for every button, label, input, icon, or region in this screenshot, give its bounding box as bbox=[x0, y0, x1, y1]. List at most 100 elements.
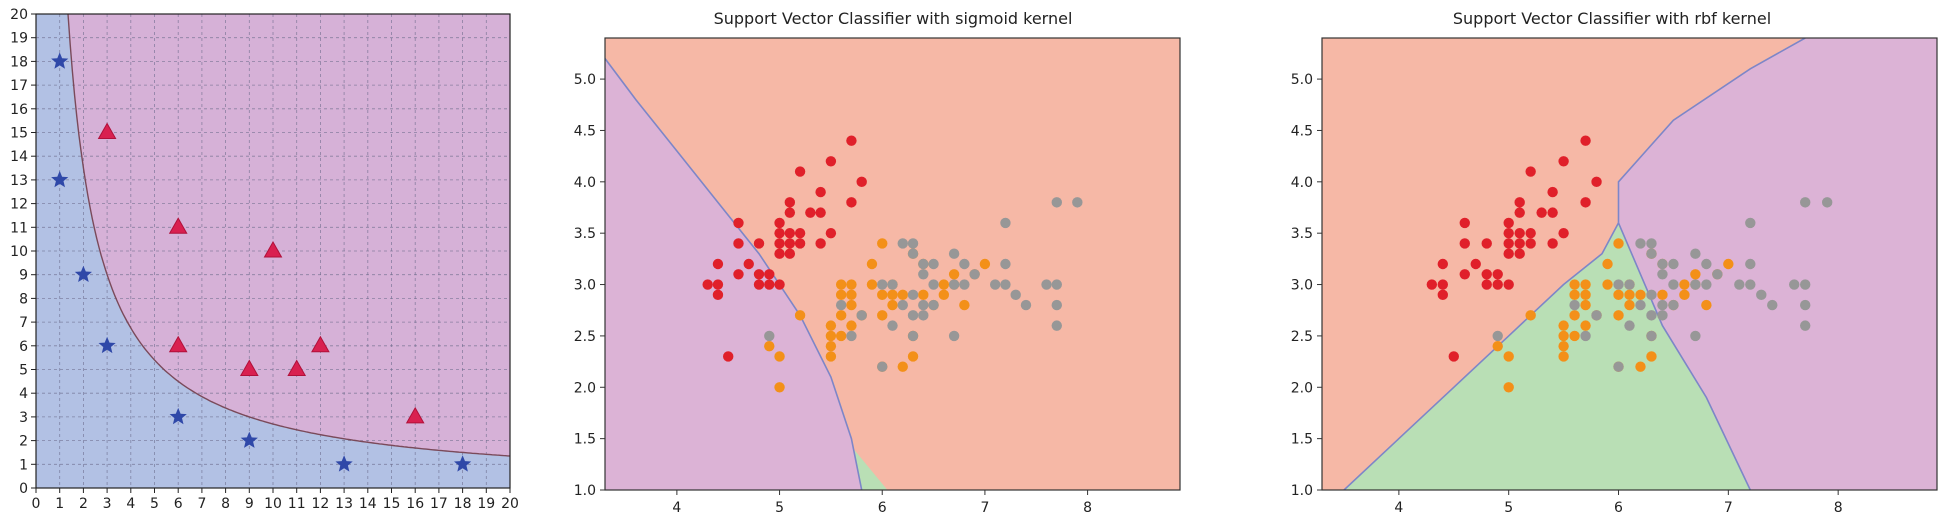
setosa-point bbox=[764, 279, 775, 290]
setosa-point bbox=[712, 258, 724, 270]
virginica-point bbox=[877, 279, 888, 290]
y-tick-label: 9 bbox=[19, 268, 28, 284]
virginica-point bbox=[907, 330, 919, 342]
x-tick-label: 0 bbox=[32, 496, 41, 512]
virginica-point bbox=[1800, 299, 1811, 311]
virginica-point bbox=[1051, 299, 1062, 311]
y-tick-label: 12 bbox=[10, 197, 28, 213]
setosa-point bbox=[753, 269, 765, 280]
setosa-point bbox=[1481, 269, 1492, 280]
y-tick-label: 4 bbox=[19, 386, 28, 402]
setosa-point bbox=[1503, 217, 1514, 229]
x-tick-label: 10 bbox=[264, 496, 282, 512]
y-tick-label: 2 bbox=[19, 434, 28, 450]
x-tick-label: 6 bbox=[1614, 500, 1623, 516]
virginica-point bbox=[1569, 299, 1580, 311]
virginica-point bbox=[1690, 248, 1701, 259]
y-tick-label: 4.0 bbox=[1291, 175, 1313, 191]
setosa-point bbox=[1459, 269, 1470, 280]
x-tick-label: 8 bbox=[1834, 500, 1843, 516]
virginica-point bbox=[1646, 330, 1657, 342]
setosa-point bbox=[1580, 135, 1591, 146]
versicolor-point bbox=[846, 299, 857, 311]
setosa-point bbox=[1525, 227, 1536, 239]
versicolor-point bbox=[1635, 289, 1646, 301]
setosa-point bbox=[1437, 289, 1449, 301]
versicolor-point bbox=[907, 351, 919, 362]
decision-boundary-line bbox=[1617, 222, 1752, 490]
versicolor-point bbox=[1613, 289, 1624, 301]
setosa-point bbox=[1547, 207, 1558, 218]
versicolor-point bbox=[846, 320, 857, 331]
versicolor-point bbox=[825, 340, 837, 352]
setosa-point bbox=[1426, 279, 1438, 290]
y-tick-label: 5.0 bbox=[1291, 72, 1313, 88]
chart-title: Support Vector Classifier with rbf kerne… bbox=[1453, 9, 1771, 28]
triangle-marker bbox=[168, 217, 188, 234]
setosa-point bbox=[1503, 238, 1514, 249]
setosa-point bbox=[1503, 248, 1514, 259]
versicolor-point bbox=[1569, 289, 1580, 301]
virginica-point bbox=[1591, 310, 1602, 321]
virginica-point bbox=[918, 258, 929, 270]
setosa-point bbox=[1503, 279, 1514, 290]
decision-boundary-curve bbox=[67, 13, 511, 457]
x-tick-label: 5 bbox=[775, 500, 784, 516]
rbf-kernel-chart: Support Vector Classifier with rbf kerne… bbox=[1291, 9, 1938, 516]
versicolor-point bbox=[1613, 238, 1624, 249]
y-tick-label: 8 bbox=[19, 291, 28, 307]
virginica-point bbox=[1668, 299, 1679, 311]
virginica-point bbox=[856, 310, 867, 321]
class-region-green bbox=[1344, 222, 1751, 490]
setosa-point bbox=[723, 351, 734, 362]
setosa-point bbox=[1459, 238, 1470, 249]
y-tick-label: 3.5 bbox=[574, 226, 596, 242]
virginica-point bbox=[907, 310, 919, 321]
virginica-point bbox=[1051, 320, 1062, 331]
versicolor-point bbox=[1679, 289, 1690, 301]
virginica-point bbox=[1657, 258, 1668, 270]
versicolor-point bbox=[764, 340, 775, 352]
plot-frame bbox=[604, 37, 1181, 491]
x-tick-label: 8 bbox=[221, 496, 230, 512]
virginica-point bbox=[1646, 248, 1657, 259]
triangle-marker bbox=[287, 359, 307, 376]
x-tick-label: 8 bbox=[1083, 500, 1092, 516]
setosa-point bbox=[1525, 166, 1536, 177]
triangle-marker bbox=[263, 240, 283, 258]
y-tick-label: 1.0 bbox=[1291, 483, 1313, 499]
setosa-point bbox=[1459, 217, 1470, 229]
setosa-point bbox=[1514, 238, 1525, 249]
setosa-point bbox=[784, 197, 796, 208]
star-marker bbox=[169, 407, 187, 425]
y-tick-label: 6 bbox=[19, 339, 28, 355]
virginica-point bbox=[1613, 361, 1624, 372]
virginica-point bbox=[907, 289, 919, 301]
virginica-point bbox=[959, 258, 970, 270]
star-marker bbox=[51, 170, 69, 188]
x-tick-label: 12 bbox=[311, 496, 329, 512]
triangle-marker bbox=[97, 122, 117, 139]
setosa-point bbox=[1558, 227, 1569, 239]
virginica-point bbox=[1745, 258, 1756, 270]
x-tick-label: 15 bbox=[383, 496, 401, 512]
virginica-point bbox=[1020, 299, 1032, 311]
versicolor-point bbox=[1679, 279, 1690, 290]
setosa-point bbox=[774, 279, 785, 290]
virginica-point bbox=[1613, 279, 1624, 290]
versicolor-point bbox=[1690, 269, 1701, 280]
versicolor-point bbox=[835, 289, 847, 301]
virginica-point bbox=[1690, 279, 1701, 290]
setosa-point bbox=[774, 227, 785, 239]
setosa-point bbox=[1514, 227, 1525, 239]
versicolor-point bbox=[1646, 351, 1657, 362]
setosa-point bbox=[1437, 279, 1449, 290]
versicolor-point bbox=[918, 289, 929, 301]
setosa-point bbox=[1536, 207, 1547, 218]
versicolor-point bbox=[1569, 310, 1580, 321]
versicolor-point bbox=[1602, 258, 1613, 270]
setosa-point bbox=[856, 176, 867, 188]
versicolor-point bbox=[877, 238, 888, 249]
setosa-point bbox=[1448, 351, 1459, 362]
y-tick-label: 13 bbox=[10, 173, 28, 189]
